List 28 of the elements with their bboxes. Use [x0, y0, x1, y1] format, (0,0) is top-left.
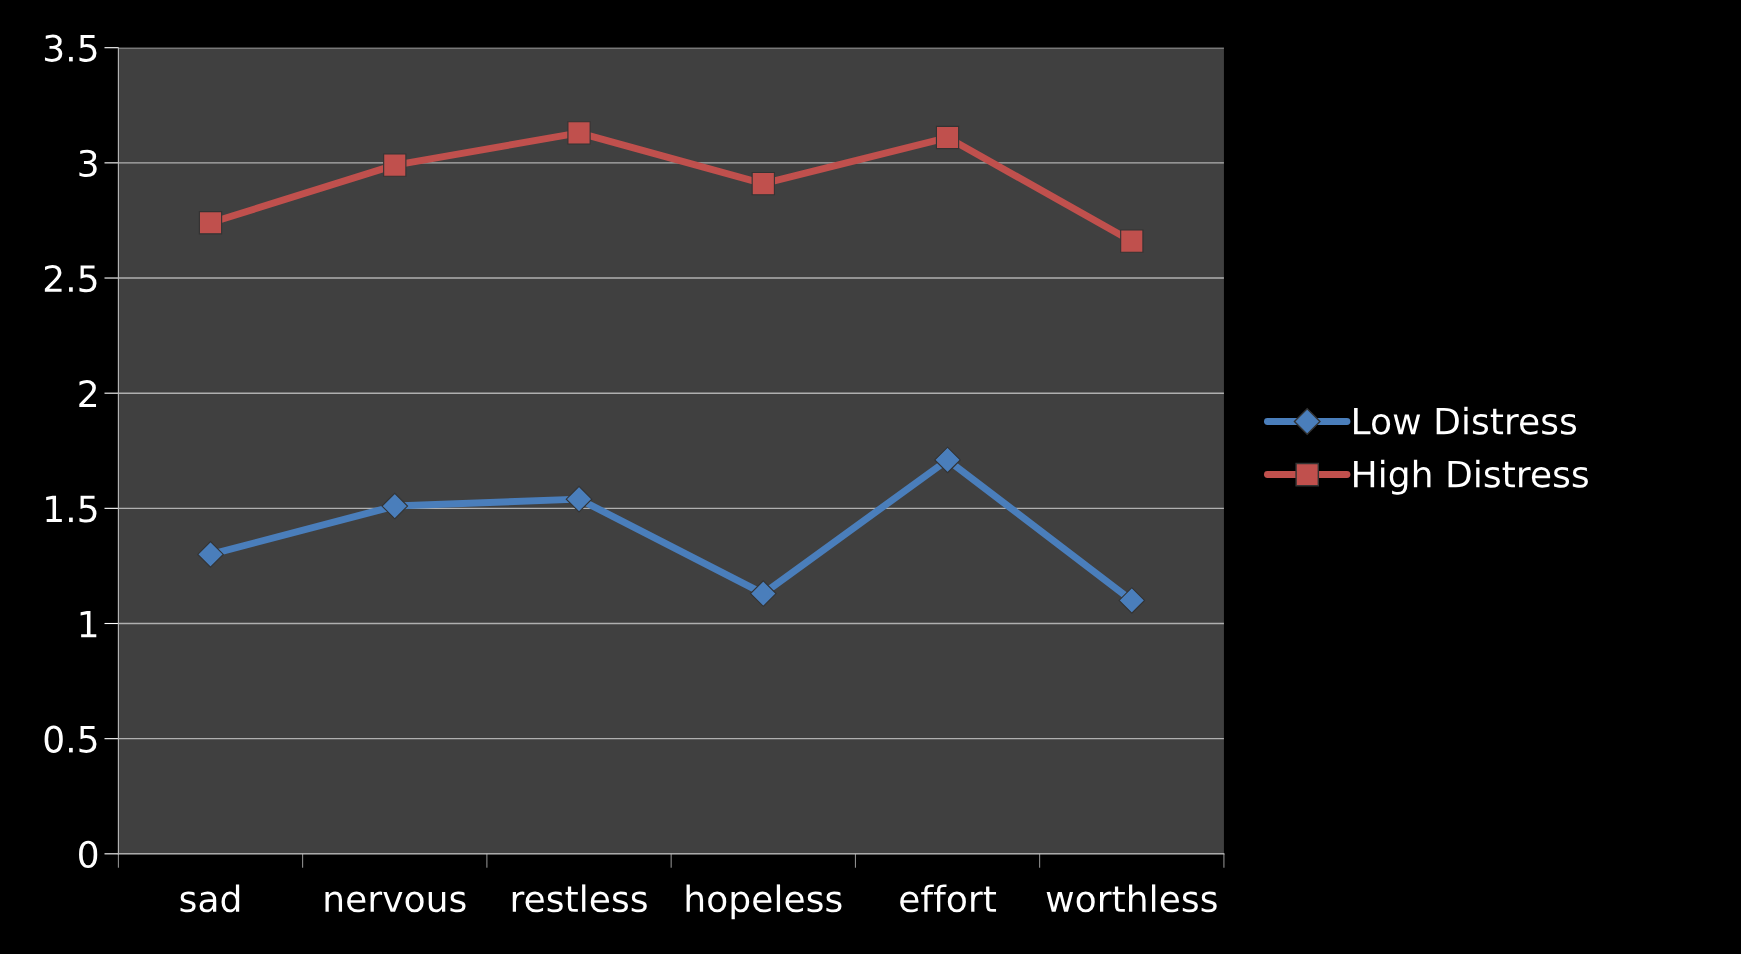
- y-tick-label: 0: [79, 840, 98, 869]
- y-tick-label: 1: [80, 610, 97, 638]
- x-tick-label: restless: [512, 884, 647, 913]
- legend-label: High Distress: [1354, 459, 1588, 495]
- point: [567, 121, 591, 145]
- x-tick-label: worthless: [1046, 884, 1217, 913]
- point: [565, 485, 593, 513]
- point: [383, 153, 407, 177]
- point: [751, 171, 775, 196]
- point: [1120, 229, 1144, 253]
- x-tick-label: effort: [900, 884, 997, 913]
- y-tick-label: 0.5: [44, 725, 97, 753]
- point: [198, 211, 223, 235]
- x-tick-label: nervous: [325, 891, 466, 913]
- y-tick-label: 3.5: [44, 34, 97, 62]
- point: [1118, 587, 1146, 614]
- y-tick-label: 1.5: [46, 495, 97, 523]
- point: [934, 446, 961, 474]
- y-tick-label: 2: [79, 380, 97, 407]
- point: [381, 492, 409, 520]
- x-tick-label: hopeless: [686, 884, 842, 920]
- legend-label: Low Distress: [1354, 406, 1577, 435]
- x-tick-label: sad: [180, 884, 240, 913]
- point: [749, 580, 777, 607]
- y-tick-label: 3: [79, 149, 97, 178]
- point: [197, 541, 224, 568]
- point: [935, 125, 960, 150]
- y-tick-label: 2.5: [44, 264, 97, 293]
